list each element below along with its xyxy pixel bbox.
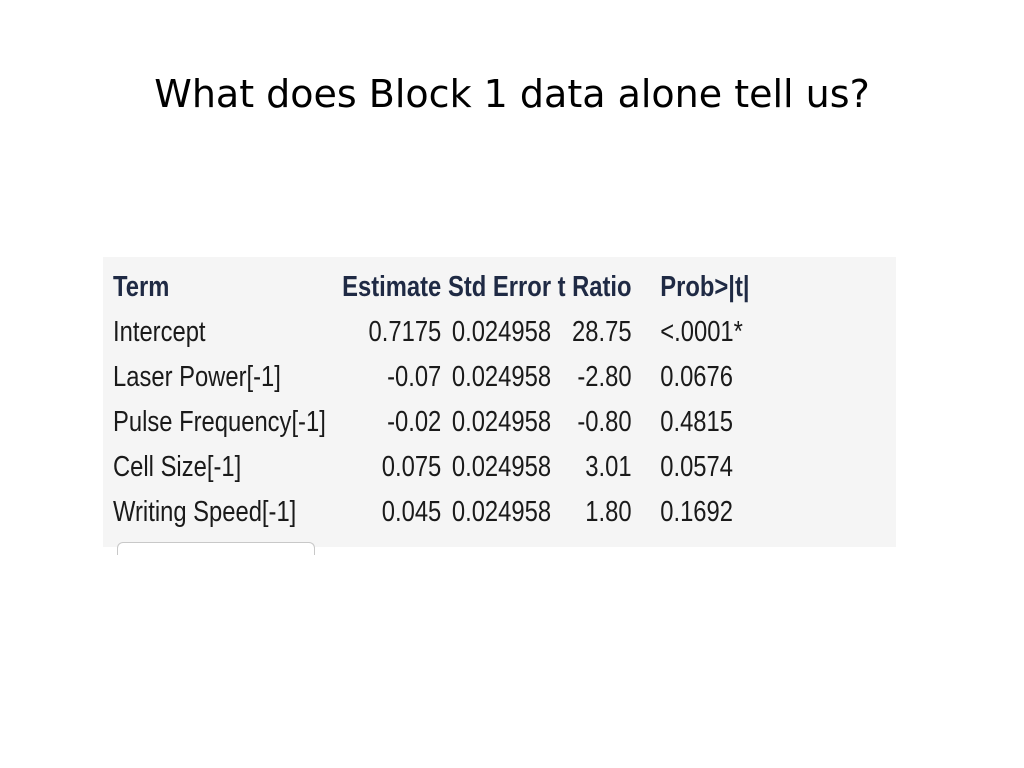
cell-t-ratio: 3.01 — [585, 451, 632, 483]
cell-prob: 0.0676 — [660, 361, 733, 393]
cell-term: Cell Size[-1] — [113, 451, 242, 483]
cell-std-error: 0.024958 — [451, 361, 552, 393]
cell-estimate: -0.07 — [387, 361, 442, 393]
header-prob: Prob>|t| — [660, 271, 750, 303]
header-estimate: Estimate — [342, 271, 442, 303]
cropped-tab-outline — [117, 542, 315, 555]
cell-prob: <.0001* — [660, 316, 743, 348]
cell-estimate: 0.045 — [381, 496, 442, 528]
cell-std-error: 0.024958 — [451, 406, 552, 438]
cell-estimate: 0.075 — [381, 451, 442, 483]
parameter-estimates-panel: Term Estimate Std Error t Ratio Prob>|t|… — [103, 257, 896, 555]
cell-term: Laser Power[-1] — [113, 361, 281, 393]
table-row: Pulse Frequency[-1] -0.02 0.024958 -0.80… — [113, 400, 755, 445]
header-term: Term — [113, 271, 170, 303]
cell-std-error: 0.024958 — [451, 451, 552, 483]
slide-title: What does Block 1 data alone tell us? — [154, 72, 870, 116]
header-t-ratio: t Ratio — [557, 271, 632, 303]
table-header-row: Term Estimate Std Error t Ratio Prob>|t| — [113, 265, 755, 310]
cell-term: Pulse Frequency[-1] — [113, 406, 326, 438]
cell-t-ratio: -2.80 — [577, 361, 632, 393]
table-row: Intercept 0.7175 0.024958 28.75 <.0001* — [113, 310, 755, 355]
table-row: Writing Speed[-1] 0.045 0.024958 1.80 0.… — [113, 490, 755, 535]
parameter-estimates-table: Term Estimate Std Error t Ratio Prob>|t|… — [113, 265, 755, 535]
header-std-error: Std Error — [448, 271, 552, 303]
cell-std-error: 0.024958 — [451, 316, 552, 348]
cell-estimate: 0.7175 — [368, 316, 442, 348]
table-row: Cell Size[-1] 0.075 0.024958 3.01 0.0574 — [113, 445, 755, 490]
table-row: Laser Power[-1] -0.07 0.024958 -2.80 0.0… — [113, 355, 755, 400]
cell-std-error: 0.024958 — [451, 496, 552, 528]
cell-prob: 0.0574 — [660, 451, 733, 483]
cell-t-ratio: 28.75 — [572, 316, 632, 348]
cell-term: Writing Speed[-1] — [113, 496, 297, 528]
cell-t-ratio: -0.80 — [577, 406, 632, 438]
cell-term: Intercept — [113, 316, 206, 348]
cell-estimate: -0.02 — [387, 406, 442, 438]
cell-prob: 0.4815 — [660, 406, 733, 438]
cell-prob: 0.1692 — [660, 496, 733, 528]
cell-t-ratio: 1.80 — [585, 496, 632, 528]
